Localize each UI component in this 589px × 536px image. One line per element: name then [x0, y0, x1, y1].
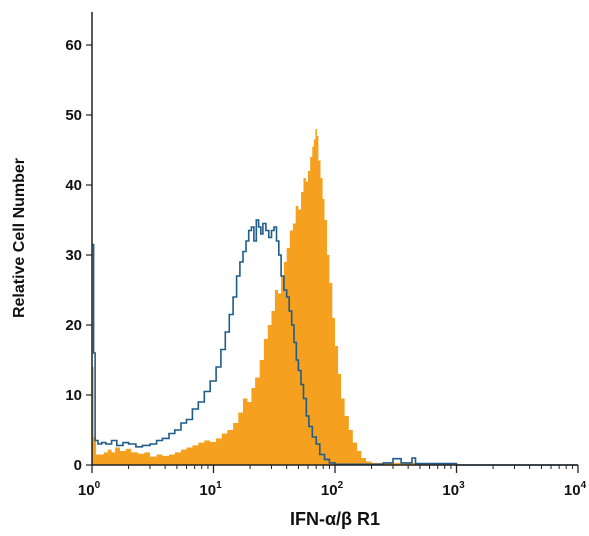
y-tick-label: 0: [74, 457, 82, 474]
control-histogram-outline: [92, 219, 578, 466]
x-tick-label: 101: [199, 480, 222, 499]
y-tick-label: 20: [65, 317, 82, 334]
y-tick-label: 30: [65, 247, 82, 264]
x-tick-label: 103: [442, 480, 465, 499]
y-tick-label: 50: [65, 107, 82, 124]
plot-area: [92, 129, 578, 466]
y-tick-label: 10: [65, 387, 82, 404]
x-axis-title: IFN-α/β R1: [290, 509, 380, 529]
y-axis-title: Relative Cell Number: [11, 158, 28, 318]
sample-histogram-filled: [92, 129, 420, 465]
y-tick-label: 60: [65, 37, 82, 54]
x-tick-label: 104: [564, 480, 587, 499]
x-tick-label: 100: [78, 480, 101, 499]
y-tick-label: 40: [65, 177, 82, 194]
x-tick-label: 102: [321, 480, 344, 499]
x-ticks: 100 101 102 103 104: [78, 465, 587, 499]
y-ticks: 0 10 20 30 40 50 60: [65, 37, 92, 474]
